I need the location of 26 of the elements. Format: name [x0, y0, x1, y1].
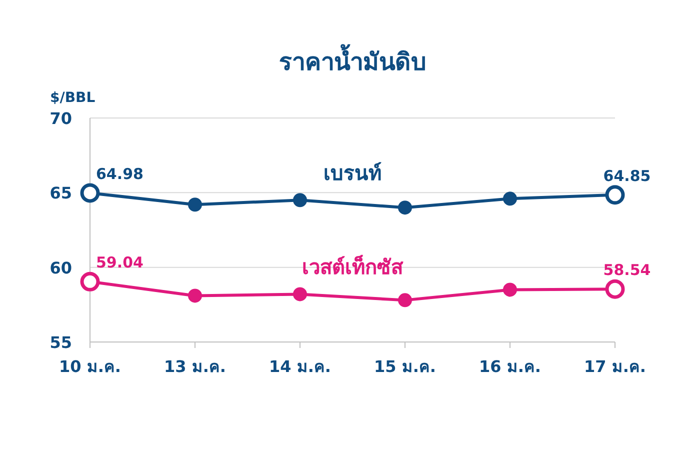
- point: [188, 288, 202, 303]
- y-axis-title: $/BBL: [50, 90, 96, 106]
- series-label: เวสต์เท็กซัส: [302, 254, 404, 280]
- point: [293, 193, 307, 208]
- y-tick-label: 70: [50, 109, 72, 128]
- series-label: เบรนท์: [324, 161, 382, 186]
- point: [188, 198, 202, 212]
- point: [503, 282, 517, 297]
- point: [398, 293, 412, 308]
- data-label: 59.04: [96, 254, 144, 272]
- point: [293, 287, 307, 302]
- chart-title: ราคาน้ำมันดิบ: [279, 43, 426, 76]
- data-label: 64.85: [603, 166, 651, 185]
- point: [398, 200, 412, 215]
- x-tick-label: 14 ม.ค.: [269, 357, 331, 376]
- x-tick-label: 10 ม.ค.: [59, 357, 121, 376]
- x-tick-label: 15 ม.ค.: [374, 357, 436, 376]
- y-tick-label: 65: [50, 184, 72, 203]
- point: [503, 192, 517, 206]
- x-tick-label: 13 ม.ค.: [164, 357, 226, 376]
- data-label: 64.98: [96, 164, 144, 183]
- x-tick-label: 16 ม.ค.: [479, 357, 541, 376]
- data-label: 58.54: [603, 261, 651, 280]
- y-tick-label: 60: [50, 258, 72, 278]
- y-tick-label: 55: [50, 333, 72, 352]
- x-tick-label: 17 ม.ค.: [584, 357, 646, 376]
